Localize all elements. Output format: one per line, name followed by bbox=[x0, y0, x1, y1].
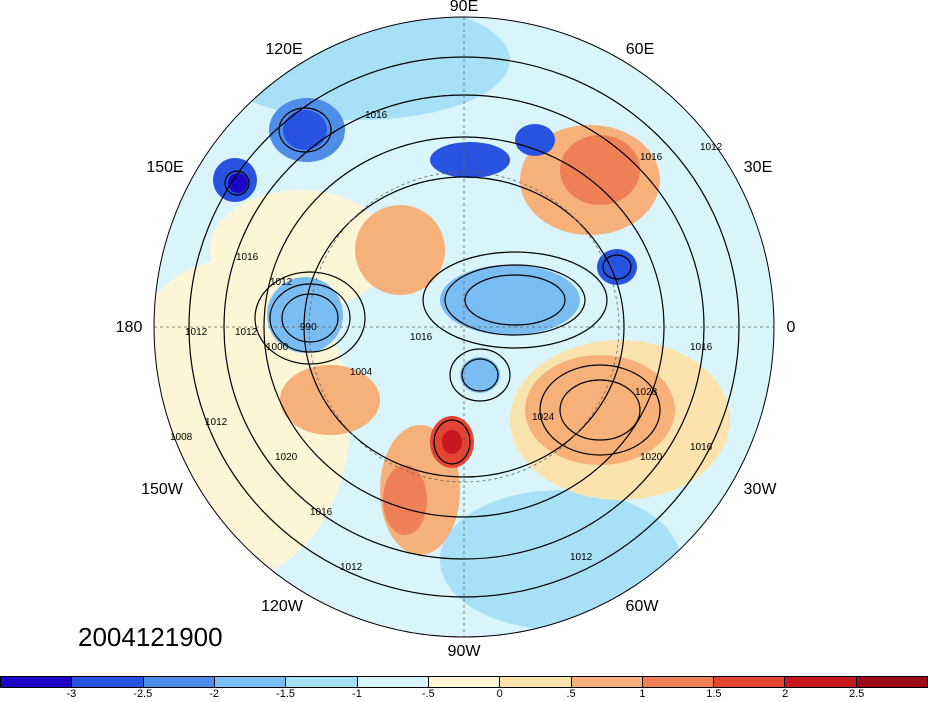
isobar-label: 1016 bbox=[690, 442, 713, 453]
colorbar-segment bbox=[1, 677, 73, 687]
map-boundary bbox=[153, 16, 775, 638]
longitude-label-180: 180 bbox=[115, 319, 143, 336]
colorbar-segment bbox=[428, 677, 501, 687]
isobar-label: 1008 bbox=[170, 432, 193, 443]
colorbar-segment bbox=[214, 677, 287, 687]
longitude-label-60e: 60E bbox=[625, 41, 655, 58]
colorbar-segment bbox=[500, 677, 572, 687]
longitude-label-120e: 120E bbox=[265, 41, 303, 58]
longitude-label-120w: 120W bbox=[261, 598, 303, 615]
isobar-label: 1016 bbox=[640, 152, 663, 163]
isobar-label: 1016 bbox=[690, 342, 713, 353]
isobar-label: 1020 bbox=[640, 452, 663, 463]
colorbar-segment bbox=[714, 677, 786, 687]
colorbar-segment bbox=[571, 677, 643, 687]
isobar-label: 1012 bbox=[270, 277, 293, 288]
longitude-label-0: 0 bbox=[786, 319, 796, 336]
colorbar bbox=[0, 676, 928, 688]
isobar-label: 1012 bbox=[185, 327, 208, 338]
colorbar-segment bbox=[143, 677, 215, 687]
colorbar-tick-label: -1 bbox=[352, 688, 362, 700]
isobar-label: 1012 bbox=[700, 142, 723, 153]
colorbar-tick-label: 2 bbox=[782, 688, 789, 700]
colorbar-tick-label: .5 bbox=[566, 688, 576, 700]
longitude-label-90w: 90W bbox=[447, 643, 481, 660]
longitude-label-30e: 30E bbox=[743, 159, 773, 176]
isobar-label: 1016 bbox=[410, 332, 433, 343]
colorbar-segment bbox=[357, 677, 429, 687]
isobar-label: 1012 bbox=[235, 327, 258, 338]
colorbar-tick-label: -3 bbox=[66, 688, 77, 700]
isobar-label: 1016 bbox=[310, 507, 333, 518]
colorbar-tick-label: 0 bbox=[496, 688, 503, 700]
colorbar-tick-label: -.5 bbox=[421, 688, 435, 700]
colorbar-tick-label: -2.5 bbox=[133, 688, 153, 700]
colorbar-segment bbox=[856, 677, 928, 687]
isobar-label: 1012 bbox=[570, 552, 593, 563]
isobar-label: 1016 bbox=[236, 252, 259, 263]
colorbar-segment bbox=[286, 677, 358, 687]
longitude-label-90e: 90E bbox=[449, 0, 479, 15]
isobar-label: 1028 bbox=[635, 387, 658, 398]
longitude-label-150w: 150W bbox=[141, 481, 183, 498]
anomaly-field bbox=[154, 17, 774, 637]
isobar-label: 990 bbox=[300, 322, 317, 333]
longitude-label-30w: 30W bbox=[743, 481, 777, 498]
colorbar-segment bbox=[72, 677, 144, 687]
longitude-label-150e: 150E bbox=[146, 159, 184, 176]
isobar-label: 1016 bbox=[365, 110, 388, 121]
graticule bbox=[154, 17, 774, 637]
isobar-label: 1004 bbox=[350, 367, 373, 378]
colorbar-segment bbox=[785, 677, 857, 687]
colorbar-tick-label: -2 bbox=[209, 688, 220, 700]
colorbar-tick-label: 1 bbox=[639, 688, 646, 700]
longitude-label-60w: 60W bbox=[625, 598, 659, 615]
colorbar-segment bbox=[642, 677, 715, 687]
colorbar-tick-label: -1.5 bbox=[276, 688, 296, 700]
colorbar-tick-label: 2.5 bbox=[848, 688, 865, 700]
isobar-label: 1024 bbox=[532, 412, 555, 423]
colorbar-tick-label: 1.5 bbox=[706, 688, 722, 700]
timestamp: 2004121900 bbox=[78, 622, 223, 652]
isobar-label: 1020 bbox=[275, 452, 298, 463]
isobar-label: 1012 bbox=[340, 562, 363, 573]
isobar-label: 1000 bbox=[266, 342, 289, 353]
isobar-label: 1012 bbox=[205, 417, 228, 428]
isobar-label-group: 1016 1012 1016 1016 1012 990 1012 1012 1… bbox=[170, 110, 723, 573]
